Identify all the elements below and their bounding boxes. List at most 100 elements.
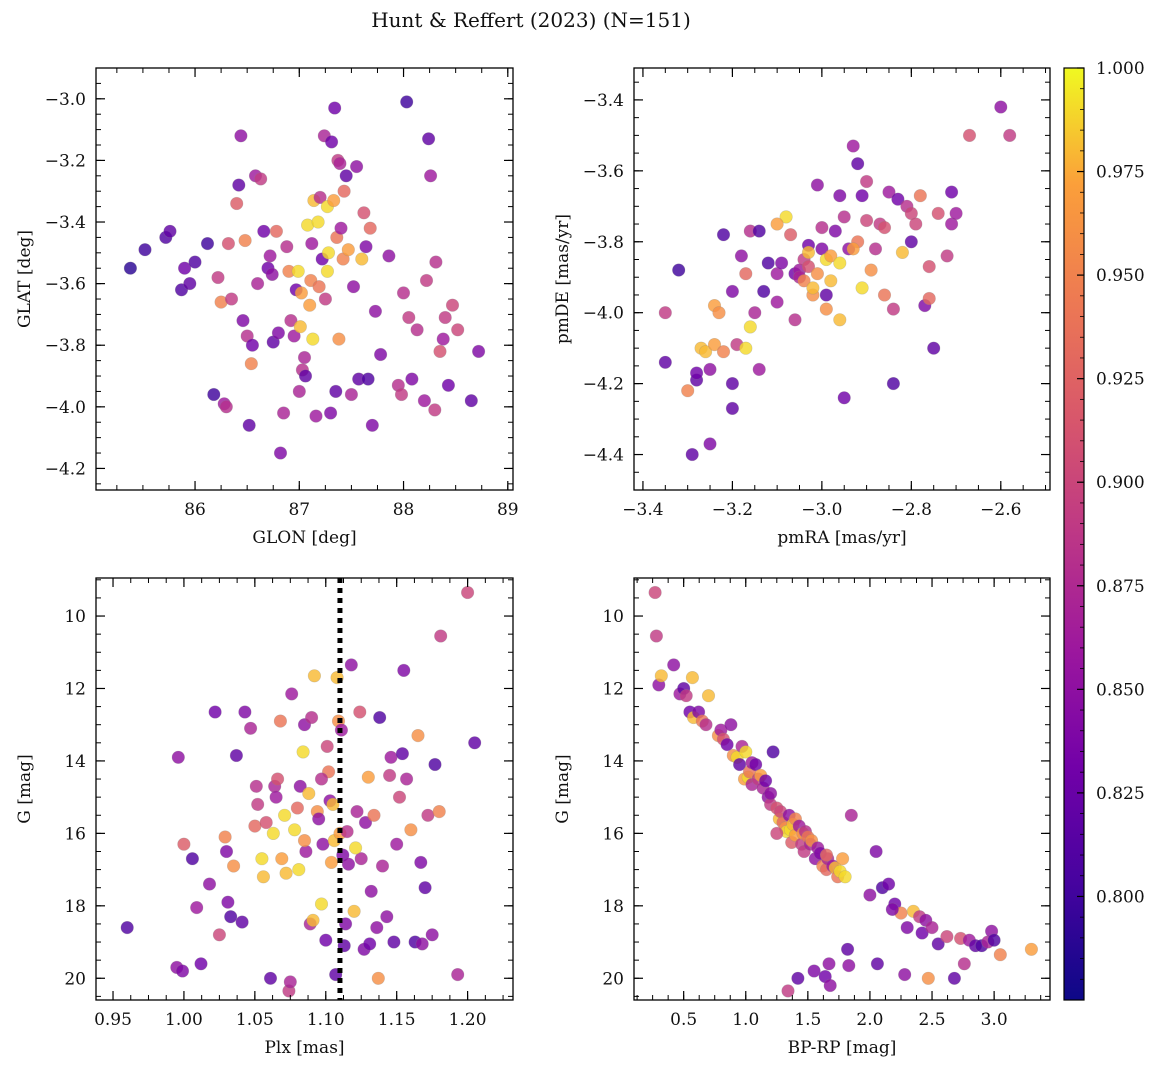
data-point <box>353 705 367 719</box>
data-point <box>763 786 778 801</box>
data-point <box>238 233 252 248</box>
data-point <box>400 772 414 786</box>
colorbar-tick-label: 0.825 <box>1096 784 1145 804</box>
data-point <box>227 859 241 873</box>
data-point <box>254 172 268 186</box>
data-point <box>305 237 319 251</box>
axes-frame <box>95 67 514 491</box>
data-point <box>900 920 914 935</box>
data-point <box>329 384 343 399</box>
data-point <box>819 302 833 316</box>
data-point <box>739 341 753 355</box>
data-point <box>177 837 191 851</box>
data-point <box>441 378 456 392</box>
data-point <box>344 387 359 402</box>
y-tick-label: −4.2 <box>45 459 86 479</box>
data-point <box>382 249 396 263</box>
data-point <box>178 261 192 275</box>
x-tick-label: 87 <box>288 500 310 520</box>
data-point <box>855 189 869 203</box>
data-point <box>994 100 1008 114</box>
data-point <box>758 774 773 788</box>
data-point <box>273 446 288 460</box>
data-point <box>298 369 313 383</box>
data-point <box>350 804 364 819</box>
data-point <box>244 721 258 735</box>
data-point <box>265 267 279 282</box>
x-tick-label: −2.8 <box>891 500 932 520</box>
data-point <box>305 710 319 725</box>
data-point <box>703 437 717 451</box>
scatter-points <box>120 585 482 998</box>
data-point <box>288 823 302 837</box>
y-tick-label: −3.2 <box>45 151 86 171</box>
data-point <box>658 355 672 369</box>
data-point <box>291 264 305 278</box>
data-point <box>927 341 941 355</box>
y-tick-label: 12 <box>602 679 624 699</box>
data-point <box>701 689 716 703</box>
x-axis-label: BP-RP [mag] <box>788 1038 897 1058</box>
data-point <box>238 705 252 719</box>
data-point <box>743 320 757 334</box>
x-tick-label: 1.5 <box>794 1010 821 1030</box>
data-point <box>761 256 775 270</box>
data-point <box>949 206 963 220</box>
data-point <box>925 920 939 935</box>
data-point <box>877 288 892 302</box>
data-point <box>864 263 878 277</box>
data-point <box>436 332 450 346</box>
data-point <box>269 790 283 804</box>
data-point <box>770 217 784 231</box>
data-point <box>211 270 225 285</box>
data-point <box>421 808 435 822</box>
data-point <box>339 169 353 183</box>
data-point <box>987 933 1001 947</box>
y-tick-label: −3.8 <box>45 336 86 356</box>
data-point <box>307 669 322 683</box>
data-point <box>757 284 771 299</box>
data-point <box>297 833 312 848</box>
x-tick-label: 3.0 <box>981 1010 1008 1030</box>
data-point <box>344 658 358 672</box>
data-point <box>292 384 306 399</box>
data-point <box>433 344 447 359</box>
data-point <box>316 837 330 851</box>
data-point <box>271 326 286 340</box>
data-point <box>921 971 935 985</box>
data-point <box>284 314 298 328</box>
x-tick-label: 86 <box>184 500 206 520</box>
data-point <box>837 210 851 224</box>
x-tick-label: 0.95 <box>94 1010 132 1030</box>
data-point <box>371 971 385 985</box>
data-point <box>801 245 816 259</box>
data-point <box>312 812 326 826</box>
data-point <box>672 263 686 277</box>
data-point <box>770 826 784 841</box>
data-point <box>273 714 288 728</box>
data-point <box>815 221 829 235</box>
data-point <box>451 967 465 982</box>
data-point <box>221 895 235 909</box>
data-point <box>429 255 443 269</box>
data-point <box>259 815 273 830</box>
panel-color-magnitude: 0.5 1.0 1.5 2.0 2.5 3.0 10 12 14 16 18 20 BP-RP [mag… <box>553 577 1051 1058</box>
data-point <box>419 273 434 288</box>
data-point <box>846 242 860 256</box>
data-point <box>326 797 340 812</box>
data-point <box>685 670 700 685</box>
data-point <box>314 897 329 911</box>
data-point <box>293 779 307 793</box>
data-point <box>266 826 280 841</box>
data-point <box>468 736 482 750</box>
data-point <box>434 629 448 643</box>
data-point <box>293 320 307 334</box>
scatter-points <box>648 585 1038 998</box>
data-point <box>236 314 250 328</box>
data-point <box>833 256 847 270</box>
data-point <box>881 877 896 891</box>
data-point <box>648 585 662 600</box>
axes-frame <box>633 67 1051 491</box>
y-tick-label: 12 <box>64 679 86 699</box>
data-point <box>363 221 377 235</box>
